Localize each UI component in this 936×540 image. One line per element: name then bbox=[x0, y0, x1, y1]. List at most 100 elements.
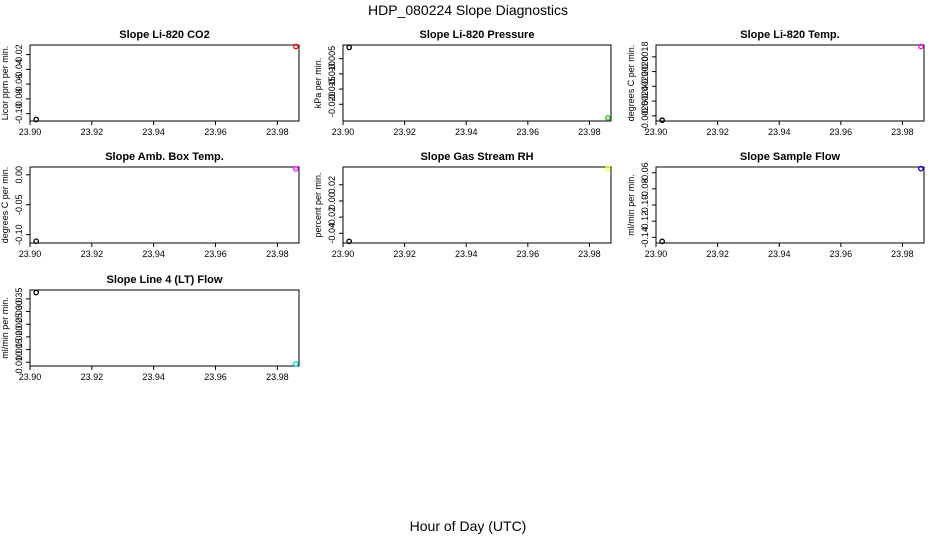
x-tick-label: 23.90 bbox=[19, 372, 42, 382]
x-tick-label: 23.92 bbox=[393, 127, 416, 137]
x-tick-label: 23.90 bbox=[19, 249, 42, 259]
x-tick-label: 23.90 bbox=[645, 127, 668, 137]
y-tick-label: -0.06 bbox=[640, 162, 650, 183]
data-point bbox=[659, 117, 666, 124]
plot-frame bbox=[29, 44, 300, 122]
plot-frame bbox=[342, 166, 612, 244]
y-tick-label: -0.08 bbox=[640, 179, 650, 200]
panel-title: Slope Amb. Box Temp. bbox=[105, 151, 224, 163]
panel-title: Slope Line 4 (LT) Flow bbox=[107, 274, 223, 286]
x-tick-label: 23.98 bbox=[266, 372, 289, 382]
x-tick-label: 23.98 bbox=[266, 127, 289, 137]
y-axis-label: ml/min per min. bbox=[0, 297, 10, 359]
y-axis-label: ml/min per min. bbox=[626, 174, 636, 236]
x-tick-label: 23.96 bbox=[517, 249, 540, 259]
data-point bbox=[918, 43, 924, 50]
plot-frame bbox=[655, 166, 925, 244]
y-tick-label: -0.08 bbox=[14, 89, 24, 110]
data-point bbox=[293, 43, 299, 50]
y-axis-label: kPa per min. bbox=[313, 58, 323, 109]
x-tick-label: 23.98 bbox=[578, 127, 601, 137]
panel-slope-amb-box-temp: Slope Amb. Box Temp. degrees C per min. 23… bbox=[0, 151, 300, 259]
y-tick-label: -0.05 bbox=[14, 194, 24, 215]
plot-frame bbox=[342, 44, 612, 122]
y-tick-label: -0.005 bbox=[327, 46, 337, 72]
plot-frame bbox=[29, 289, 300, 367]
x-tick-label: 23.92 bbox=[706, 249, 729, 259]
x-tick-label: 23.90 bbox=[332, 249, 355, 259]
panel-slope-sample-flow: Slope Sample Flow ml/min per min. 23.90 23.… bbox=[626, 151, 925, 259]
y-tick-label: -0.14 bbox=[640, 227, 650, 248]
y-axis-label: percent per min. bbox=[313, 172, 323, 237]
data-point bbox=[293, 361, 299, 367]
plot-frame bbox=[655, 44, 925, 122]
data-point bbox=[33, 238, 40, 245]
x-tick-label: 23.94 bbox=[142, 372, 165, 382]
x-tick-label: 23.98 bbox=[891, 249, 914, 259]
y-tick-label: -0.10 bbox=[640, 195, 650, 216]
y-tick-label: -0.020 bbox=[327, 92, 337, 118]
x-tick-label: 23.94 bbox=[142, 127, 165, 137]
data-point bbox=[293, 165, 299, 172]
plot-frame bbox=[29, 166, 300, 244]
y-tick-label: -0.015 bbox=[327, 76, 337, 102]
panel-title: Slope Sample Flow bbox=[740, 151, 841, 163]
y-tick-label: -0.0020 bbox=[640, 56, 650, 87]
data-point bbox=[605, 115, 611, 121]
x-tick-label: 23.98 bbox=[891, 127, 914, 137]
x-tick-label: 23.90 bbox=[332, 127, 355, 137]
y-tick-label: -0.02 bbox=[14, 44, 24, 65]
y-tick-label: -0.0018 bbox=[640, 42, 650, 73]
y-tick-label: 0.02 bbox=[327, 176, 337, 194]
y-tick-label: -0.04 bbox=[14, 59, 24, 80]
data-point bbox=[659, 238, 666, 245]
panel-title: Slope Gas Stream RH bbox=[420, 151, 533, 163]
page-title: HDP_080224 Slope Diagnostics bbox=[367, 2, 568, 18]
y-tick-label: 0.020 bbox=[14, 326, 24, 349]
y-tick-label: -0.10 bbox=[14, 103, 24, 124]
x-tick-label: 23.94 bbox=[142, 249, 165, 259]
panel-title: Slope Li-820 Pressure bbox=[420, 29, 535, 41]
y-tick-label: -0.12 bbox=[640, 211, 650, 232]
y-axis-label: Licor ppm per min. bbox=[0, 46, 10, 121]
x-tick-label: 23.96 bbox=[204, 372, 227, 382]
x-tick-label: 23.96 bbox=[204, 127, 227, 137]
panel-title: Slope Li-820 Temp. bbox=[740, 29, 839, 41]
x-tick-label: 23.96 bbox=[830, 249, 853, 259]
x-tick-label: 23.92 bbox=[706, 127, 729, 137]
data-point bbox=[605, 165, 611, 172]
x-tick-label: 23.92 bbox=[81, 372, 104, 382]
x-tick-label: 23.94 bbox=[455, 127, 478, 137]
y-tick-label: -0.02 bbox=[327, 207, 337, 228]
y-axis-label: degrees C per min. bbox=[626, 45, 636, 122]
x-axis-label: Hour of Day (UTC) bbox=[409, 518, 527, 534]
y-tick-label: 0.015 bbox=[14, 338, 24, 361]
y-tick-label: -0.06 bbox=[14, 74, 24, 95]
data-point bbox=[33, 289, 40, 296]
x-tick-label: 23.90 bbox=[645, 249, 668, 259]
y-tick-label: 0.010 bbox=[14, 351, 24, 374]
y-tick-label: 0.035 bbox=[14, 288, 24, 311]
y-tick-label: -0.04 bbox=[327, 223, 337, 244]
y-tick-label: -0.0026 bbox=[640, 101, 650, 132]
x-tick-label: 23.96 bbox=[204, 249, 227, 259]
x-tick-label: 23.92 bbox=[81, 127, 104, 137]
x-tick-label: 23.92 bbox=[393, 249, 416, 259]
panel-slope-li-820-temp: Slope Li-820 Temp. degrees C per min. 23.9… bbox=[626, 29, 925, 137]
x-tick-label: 23.96 bbox=[830, 127, 853, 137]
data-point bbox=[918, 165, 924, 172]
y-tick-label: 0.025 bbox=[14, 313, 24, 336]
panel-title: Slope Li-820 CO2 bbox=[119, 29, 209, 41]
panel-slope-gas-stream-rh: Slope Gas Stream RH percent per min. 23.90… bbox=[313, 151, 612, 259]
y-axis-label: degrees C per min. bbox=[0, 167, 10, 244]
y-tick-label: -0.0024 bbox=[640, 86, 650, 117]
x-tick-label: 23.98 bbox=[578, 249, 601, 259]
y-tick-label: 0.030 bbox=[14, 300, 24, 323]
x-tick-label: 23.92 bbox=[81, 249, 104, 259]
x-tick-label: 23.90 bbox=[19, 127, 42, 137]
data-point bbox=[33, 116, 40, 123]
panel-slope-li-820-co2: Slope Li-820 CO2 Licor ppm per min. 23.90 2… bbox=[0, 29, 300, 137]
x-tick-label: 23.94 bbox=[768, 249, 791, 259]
x-tick-label: 23.98 bbox=[266, 249, 289, 259]
x-tick-label: 23.96 bbox=[517, 127, 540, 137]
